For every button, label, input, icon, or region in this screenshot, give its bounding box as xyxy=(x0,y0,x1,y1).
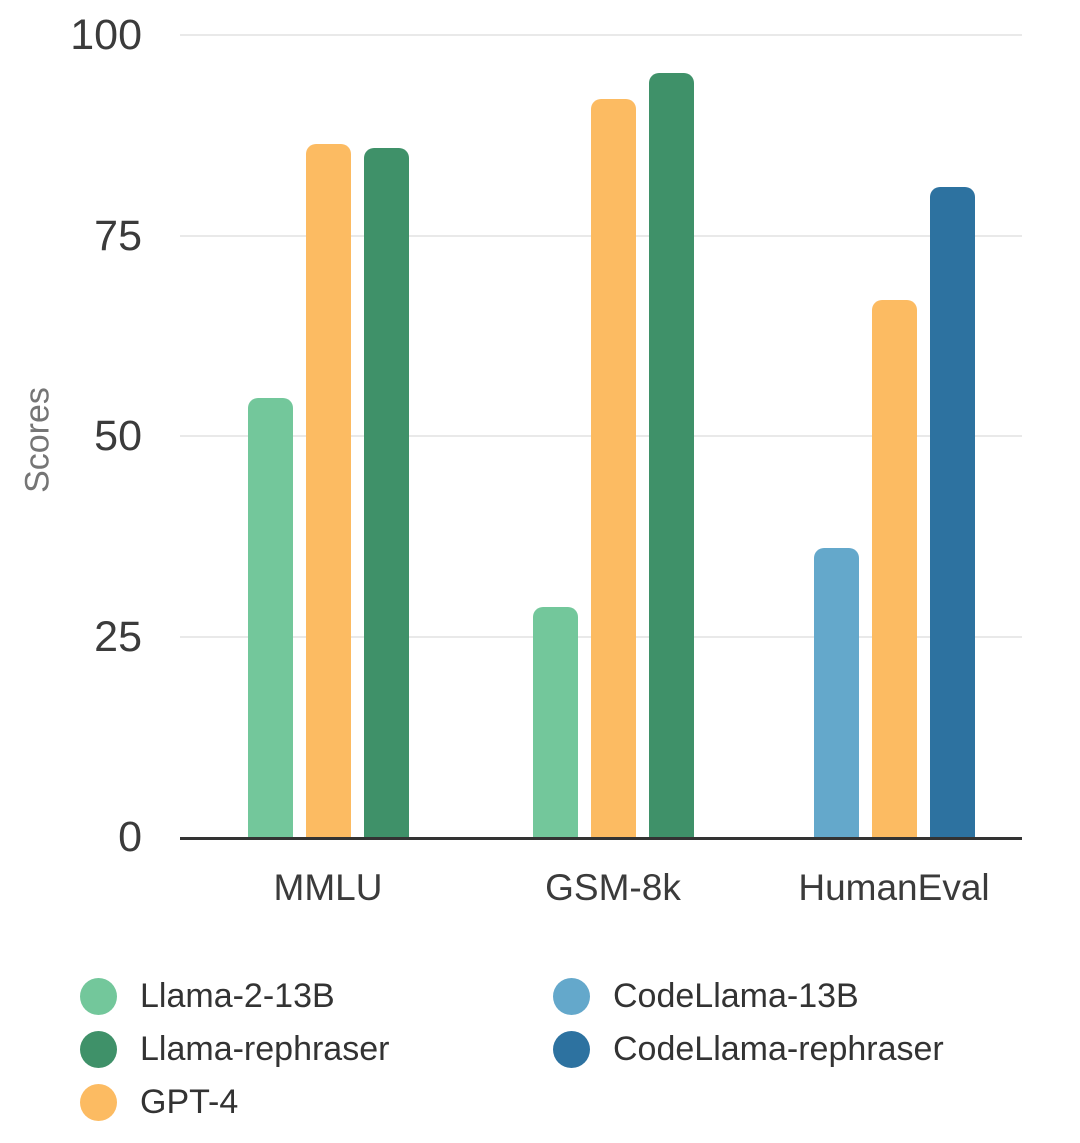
x-axis-label-humaneval: HumanEval xyxy=(798,867,990,908)
legend-label-codellama-rephraser: CodeLlama-rephraser xyxy=(613,1029,944,1068)
y-tick-label-75: 75 xyxy=(94,211,142,260)
plot-area: 0 25 50 75 100 MMLU GSM-8k HumanEval xyxy=(70,11,1022,908)
y-tick-label-25: 25 xyxy=(94,612,142,661)
legend-item-gpt-4: GPT-4 xyxy=(80,1076,238,1128)
bar-humaneval-gpt-4 xyxy=(871,299,917,837)
x-axis-label-mmlu: MMLU xyxy=(273,867,383,908)
legend-item-llama-2-13b: Llama-2-13B xyxy=(80,970,335,1022)
bar-gsm-8k-gpt-4 xyxy=(590,99,636,837)
legend-swatch-llama-2-13b xyxy=(80,977,117,1015)
gridline-100 xyxy=(180,34,1022,36)
legend-item-llama-rephraser: Llama-rephraser xyxy=(80,1023,389,1075)
bar-mmlu-llama-rephraser xyxy=(363,148,409,837)
bar-mmlu-gpt-4 xyxy=(305,144,351,837)
y-tick-label-100: 100 xyxy=(70,11,142,59)
legend-label-llama-2-13b: Llama-2-13B xyxy=(140,976,335,1015)
legend-item-codellama-rephraser: CodeLlama-rephraser xyxy=(553,1023,944,1075)
legend-item-codellama-13b: CodeLlama-13B xyxy=(553,970,859,1022)
x-axis-label-gsm-8k: GSM-8k xyxy=(545,867,681,908)
bar-humaneval-codellama-rephraser xyxy=(929,186,975,837)
legend-label-codellama-13b: CodeLlama-13B xyxy=(613,976,859,1015)
y-tick-label-50: 50 xyxy=(94,412,142,460)
legend-swatch-gpt-4 xyxy=(80,1083,117,1121)
legend-swatch-codellama-13b xyxy=(553,977,590,1015)
legend-swatch-llama-rephraser xyxy=(80,1030,117,1068)
legend-label-gpt-4: GPT-4 xyxy=(140,1082,239,1121)
bar-mmlu-llama-2-13b xyxy=(247,397,293,837)
bar-gsm-8k-llama-2-13b xyxy=(532,606,578,837)
y-tick-label-0: 0 xyxy=(118,813,142,861)
legend-swatch-codellama-rephraser xyxy=(553,1030,590,1068)
legend-label-llama-rephraser: Llama-rephraser xyxy=(140,1029,390,1068)
bar-gsm-8k-llama-rephraser xyxy=(648,72,694,837)
bar-humaneval-codellama-13b xyxy=(813,548,859,837)
